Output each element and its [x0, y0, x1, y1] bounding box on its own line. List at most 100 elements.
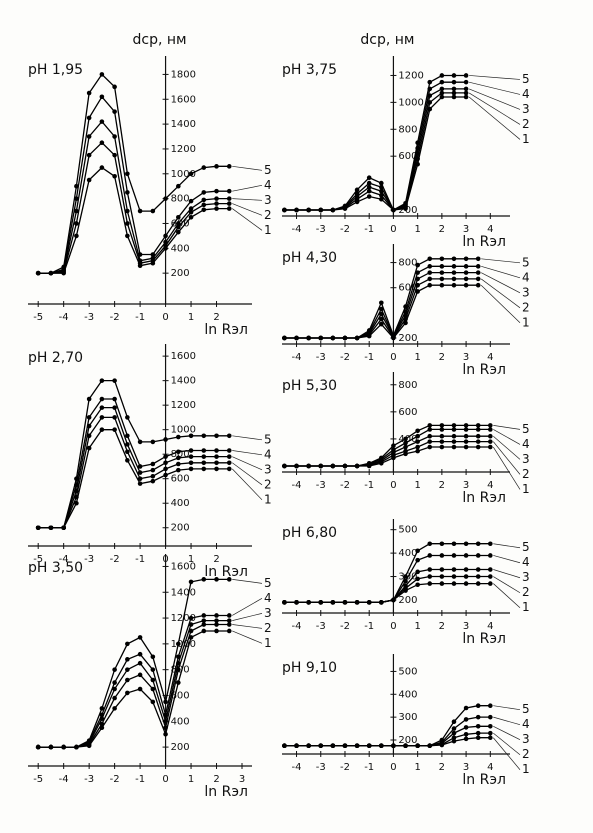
series-label: 5: [522, 422, 530, 436]
data-point: [451, 738, 457, 744]
y-tick-label: 1400: [171, 376, 196, 387]
data-point: [125, 458, 130, 463]
data-point: [282, 335, 287, 341]
y-tick-label: 200: [398, 735, 417, 746]
label-leader: [493, 732, 521, 755]
data-point: [427, 541, 433, 547]
data-point: [188, 466, 194, 472]
data-point: [391, 455, 396, 461]
data-point: [125, 449, 130, 455]
y-tick-label: 400: [398, 689, 417, 700]
label-leader: [493, 576, 521, 594]
label-leader: [493, 446, 521, 490]
data-point: [463, 567, 469, 572]
data-point: [427, 427, 433, 432]
data-point: [451, 427, 457, 432]
data-point: [201, 622, 207, 627]
data-point: [125, 171, 130, 177]
data-point: [137, 470, 143, 475]
data-point: [150, 461, 156, 467]
label-leader: [469, 75, 521, 80]
data-point: [366, 175, 372, 181]
data-point: [403, 451, 408, 457]
series-line: [284, 284, 479, 340]
data-point: [188, 214, 194, 220]
y-tick-label: 1000: [171, 639, 196, 650]
series-line: [284, 271, 479, 339]
data-point: [475, 723, 481, 729]
data-point: [451, 444, 457, 450]
y-tick-label: 500: [398, 525, 417, 536]
data-point: [439, 423, 445, 428]
x-tick-label: -1: [135, 774, 145, 785]
data-point: [391, 443, 396, 448]
label-leader: [493, 425, 521, 430]
data-point: [427, 574, 433, 579]
data-point: [451, 581, 457, 586]
data-point: [427, 264, 433, 269]
series-label: 2: [522, 467, 530, 481]
series-label: 3: [522, 570, 530, 584]
data-point: [330, 207, 336, 213]
data-point: [112, 405, 117, 410]
data-point: [99, 415, 105, 420]
data-point: [366, 188, 372, 194]
y-axis-label: dср, нм: [133, 32, 187, 48]
x-axis-label: ln Rэл: [204, 322, 248, 338]
x-tick-label: -3: [84, 554, 94, 565]
data-point: [354, 187, 360, 193]
x-tick-label: -2: [110, 554, 120, 565]
series-line: [38, 619, 230, 748]
data-point: [188, 579, 194, 585]
x-tick-label: 2: [213, 554, 219, 565]
x-tick-label: -4: [59, 312, 69, 323]
data-point: [214, 201, 219, 206]
data-point: [427, 743, 433, 749]
x-tick-label: 1: [414, 762, 420, 773]
label-leader: [232, 456, 263, 471]
data-point: [439, 574, 445, 579]
series-line: [38, 630, 230, 748]
data-point: [451, 574, 457, 579]
data-point: [451, 282, 457, 288]
label-leader: [480, 278, 521, 309]
data-point: [451, 94, 457, 100]
data-point: [366, 180, 372, 186]
data-point: [439, 73, 445, 78]
series-line: [284, 732, 491, 747]
data-point: [176, 455, 181, 461]
data-point: [48, 270, 54, 276]
data-point: [463, 86, 469, 92]
data-point: [61, 525, 66, 531]
data-point: [463, 444, 469, 450]
data-point: [74, 233, 79, 239]
series-label: 3: [264, 193, 272, 207]
x-tick-label: 1: [414, 352, 420, 363]
label-leader: [232, 613, 263, 621]
label-leader: [493, 435, 521, 460]
data-point: [163, 454, 168, 459]
y-tick-label: 1000: [398, 97, 423, 108]
label-leader: [232, 184, 263, 192]
data-point: [99, 119, 105, 124]
data-point: [188, 460, 194, 466]
data-point: [439, 444, 445, 450]
series-label: 2: [522, 300, 530, 314]
data-point: [137, 651, 143, 657]
data-point: [463, 705, 469, 711]
data-point: [366, 194, 372, 199]
data-point: [379, 180, 384, 186]
data-point: [463, 574, 469, 579]
data-point: [463, 94, 469, 100]
data-point: [354, 463, 360, 469]
data-point: [488, 423, 493, 428]
data-point: [439, 79, 445, 85]
data-point: [226, 613, 232, 618]
data-point: [176, 449, 181, 455]
series-line: [38, 578, 230, 748]
chart-title: pH 2,70: [28, 350, 83, 366]
data-point: [463, 736, 469, 742]
data-point: [488, 444, 493, 450]
x-axis-label: ln Rэл: [462, 362, 506, 378]
data-point: [137, 464, 143, 469]
